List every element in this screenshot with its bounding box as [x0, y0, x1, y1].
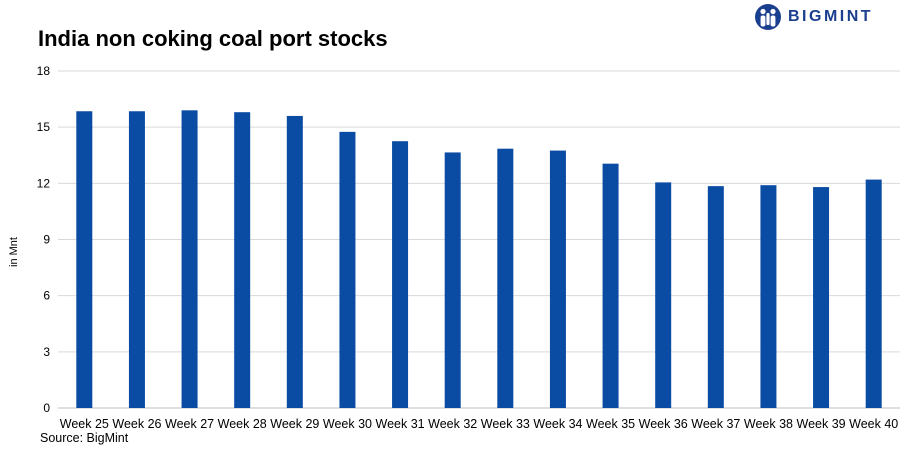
x-tick-label: Week 30	[323, 417, 372, 431]
x-tick-label: Week 28	[218, 417, 267, 431]
x-tick-label: Week 31	[376, 417, 425, 431]
bar	[392, 141, 409, 409]
x-tick-label: Week 29	[270, 417, 319, 431]
chart-title: India non coking coal port stocks	[38, 26, 388, 51]
y-tick-label: 6	[43, 289, 50, 303]
brand-logo: BIGMINT	[754, 2, 873, 32]
x-tick-label: Week 38	[744, 417, 793, 431]
bar	[865, 179, 882, 408]
x-tick-label: Week 25	[60, 417, 109, 431]
x-tick-label: Week 36	[639, 417, 688, 431]
bar	[813, 187, 830, 408]
bar	[76, 111, 93, 408]
bar	[234, 112, 251, 408]
x-tick-label: Week 39	[797, 417, 846, 431]
bar	[339, 131, 356, 408]
x-tick-label: Week 27	[165, 417, 214, 431]
y-tick-label: 15	[37, 120, 51, 134]
bar	[602, 163, 619, 408]
y-tick-label: 18	[37, 64, 51, 78]
bar	[181, 110, 198, 409]
x-tick-label: Week 32	[428, 417, 477, 431]
bar	[549, 150, 566, 408]
y-tick-label: 12	[37, 176, 51, 190]
x-tick-label: Week 34	[533, 417, 582, 431]
bar	[707, 186, 724, 408]
x-tick-label: Week 33	[481, 417, 530, 431]
y-tick-label: 3	[43, 345, 50, 359]
brand-name: BIGMINT	[788, 8, 874, 25]
bar	[286, 115, 303, 408]
bar	[497, 148, 514, 409]
x-tick-label: Week 37	[691, 417, 740, 431]
bar	[655, 182, 672, 408]
bar	[444, 152, 461, 408]
bar	[128, 111, 145, 408]
x-tick-label: Week 26	[112, 417, 161, 431]
y-tick-label: 9	[43, 233, 50, 247]
source-note: Source: BigMint	[40, 431, 129, 445]
y-tick-label: 0	[43, 401, 50, 415]
x-tick-label: Week 35	[586, 417, 635, 431]
x-tick-label: Week 40	[849, 417, 898, 431]
bigmint-logo-icon	[755, 4, 781, 30]
bar	[760, 185, 777, 408]
